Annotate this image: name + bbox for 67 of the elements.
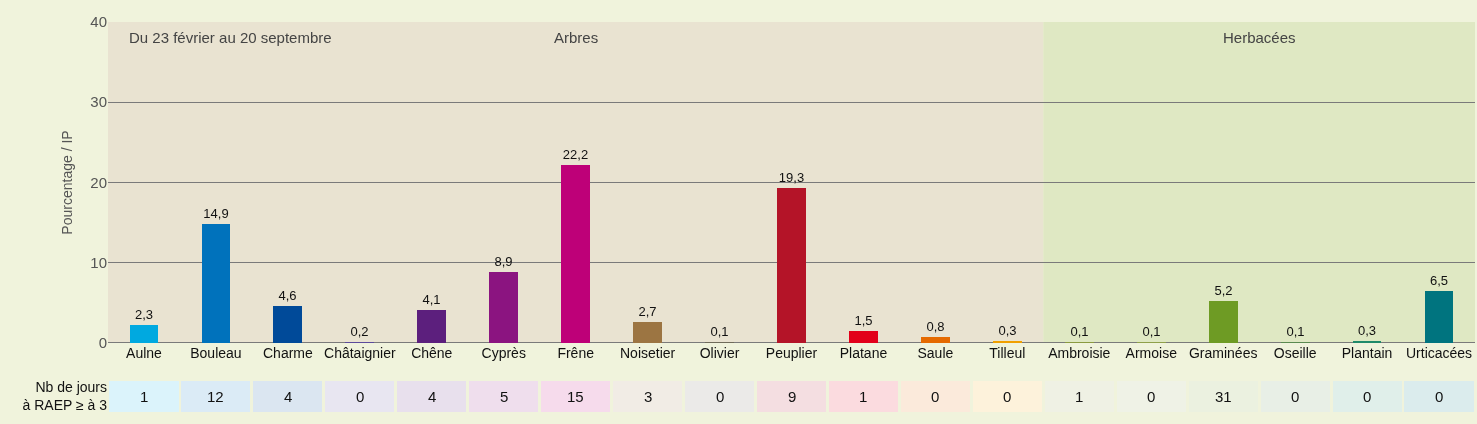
band-label: Herbacées: [1223, 29, 1296, 46]
data-label: 4: [284, 388, 293, 405]
data-label: 0,1: [1070, 323, 1089, 339]
data-label: 5,2: [1214, 282, 1233, 298]
y-tick-label: 30: [90, 93, 107, 111]
x-tick-label: Saule: [917, 345, 954, 362]
text: Nb de jours à RAEP ≥ à 3: [22, 379, 108, 414]
data-label: 2,3: [134, 306, 154, 322]
x-tick-label: Peuplier: [765, 345, 818, 362]
data-label: 0: [1435, 388, 1444, 405]
data-label: 0,8: [926, 318, 945, 334]
y-tick-label: 0: [98, 334, 107, 352]
x-tick-label: Armoise: [1125, 345, 1178, 362]
annotation: Du 23 février au 20 septembre: [129, 29, 332, 46]
data-label: 2,7: [638, 303, 657, 319]
data-label: 6,5: [1429, 272, 1449, 288]
data-label: 0,3: [998, 322, 1017, 338]
data-label: 4,6: [278, 287, 297, 303]
data-label: 0: [1003, 388, 1012, 405]
data-label: 5: [500, 388, 509, 405]
x-tick-label: Bouleau: [190, 345, 242, 362]
y-tick-label: 20: [90, 173, 107, 191]
data-label: 1: [1075, 388, 1084, 405]
data-label: 0,2: [350, 323, 369, 339]
data-label: 0: [1363, 388, 1372, 405]
y-tick-label: 40: [90, 13, 107, 31]
data-label: 12: [207, 388, 224, 405]
data-label: 0,3: [1357, 322, 1377, 338]
data-label: 14,9: [203, 205, 229, 221]
x-tick-label: Aulne: [126, 345, 163, 362]
data-label: 0: [1291, 388, 1300, 405]
y-tick-label: 10: [90, 254, 107, 272]
x-tick-label: Plantain: [1341, 345, 1393, 362]
x-tick-label: Châtaignier: [324, 345, 396, 362]
data-label: 4,1: [422, 291, 441, 307]
data-label: 8,9: [494, 253, 513, 269]
band-label: Arbres: [554, 29, 599, 46]
x-tick-label: Ambroisie: [1048, 345, 1111, 362]
data-label: 0,1: [710, 323, 729, 339]
data-label: 0: [1147, 388, 1156, 405]
x-tick-label: Noisetier: [619, 345, 676, 362]
data-label: 31: [1215, 388, 1232, 405]
data-label: 0: [931, 388, 940, 405]
data-label: 1: [140, 388, 149, 405]
data-label: 0,1: [1286, 323, 1305, 339]
x-tick-label: Tilleul: [989, 345, 1026, 362]
y-axis-title: Pourcentage / IP: [58, 130, 75, 235]
data-label: 9: [788, 388, 797, 405]
x-tick-label: Cyprès: [481, 345, 526, 362]
x-tick-label: Chêne: [411, 345, 453, 362]
data-label: 0: [716, 388, 725, 405]
data-label: 19,3: [778, 169, 805, 185]
x-tick-label: Frêne: [557, 345, 595, 362]
x-tick-label: Charme: [262, 345, 313, 362]
data-label: 15: [567, 388, 584, 405]
x-tick-label: Graminées: [1188, 345, 1258, 362]
x-tick-label: Platane: [839, 345, 888, 362]
data-label: 0: [356, 388, 365, 405]
x-tick-label: Urticacées: [1405, 345, 1473, 362]
data-label: 4: [428, 388, 437, 405]
x-tick-label: Oseille: [1273, 345, 1317, 362]
data-label: 3: [644, 388, 653, 405]
data-label: 1: [859, 388, 868, 405]
x-tick-label: Olivier: [699, 345, 740, 362]
data-label: 0,1: [1142, 323, 1161, 339]
data-label: 1,5: [854, 312, 873, 328]
data-label: 22,2: [562, 146, 589, 162]
